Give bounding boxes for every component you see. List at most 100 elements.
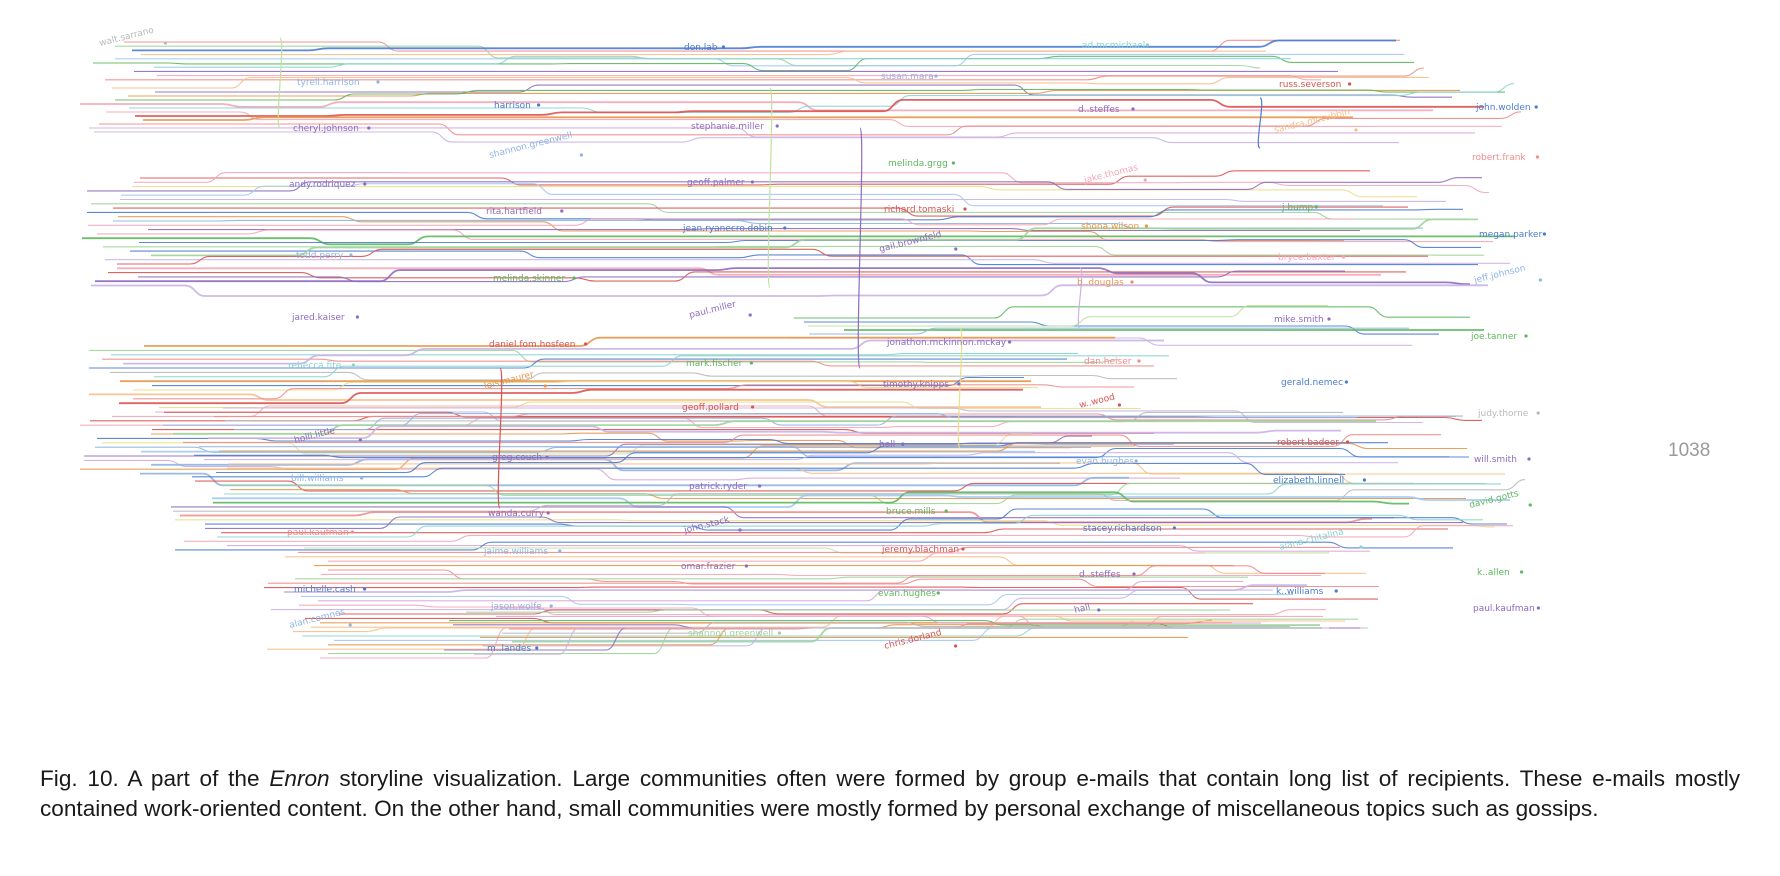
storyline-line — [95, 267, 1470, 285]
storyline-line — [192, 462, 1345, 478]
character-marker — [350, 530, 354, 534]
storyline-line — [123, 339, 1164, 365]
character-marker — [1334, 589, 1338, 593]
character-label: sandra.mccubbin — [1273, 107, 1351, 136]
character-label: melinda.skinner — [493, 274, 565, 284]
storyline-line — [444, 627, 1272, 651]
character-marker — [1172, 526, 1176, 530]
storyline-line — [130, 250, 1478, 266]
character-marker — [1144, 224, 1148, 228]
storyline-line — [84, 459, 1180, 481]
figure-caption: Fig. 10. A part of the Enron storyline v… — [40, 764, 1740, 824]
character-label: ad.mcmichael — [1082, 41, 1145, 51]
character-label: gerald.nemec — [1281, 378, 1343, 388]
storyline-line — [89, 393, 1041, 408]
storyline-line — [99, 111, 1522, 136]
character-label: paul.kaufman — [287, 528, 349, 538]
storyline-line — [94, 131, 1399, 144]
storyline-line — [117, 267, 1381, 276]
storyline-line — [221, 483, 1486, 505]
storyline-line — [264, 586, 1378, 600]
storyline-line — [183, 434, 1441, 447]
character-label: k..williams — [1276, 587, 1324, 597]
character-marker — [549, 604, 553, 608]
character-marker — [1145, 43, 1149, 47]
storyline-line — [87, 208, 1463, 221]
storyline-line — [808, 304, 1328, 327]
character-marker — [775, 124, 779, 128]
character-label: melinda.grgg — [888, 159, 948, 169]
character-marker — [572, 276, 576, 280]
character-marker — [1132, 572, 1136, 576]
character-label: shannon.greenwell — [688, 629, 773, 639]
storyline-canvas: walt.sarranotyrell.harrisonharrisonsteph… — [80, 28, 1546, 659]
storyline-line — [213, 491, 1409, 505]
character-marker — [360, 476, 364, 480]
character-marker — [367, 126, 371, 130]
character-label: alana.chitalina — [1278, 527, 1344, 553]
character-marker — [363, 182, 367, 186]
character-marker — [358, 438, 362, 442]
character-label: john.wolden — [1475, 103, 1531, 113]
storyline-line — [334, 627, 1266, 641]
character-marker — [1344, 380, 1348, 384]
storyline-line — [204, 452, 1398, 464]
character-marker — [1536, 606, 1540, 610]
character-label: mike.smith — [1274, 315, 1324, 325]
character-label: mark.fischer — [686, 359, 743, 369]
frame-number: 1038 — [1668, 440, 1711, 461]
storyline-line — [108, 271, 1406, 282]
storyline-line — [117, 248, 1428, 265]
character-label: d..steffes — [1078, 105, 1120, 115]
character-marker — [1348, 82, 1352, 86]
character-label: jaime.williams — [483, 547, 548, 557]
storyline-line — [321, 573, 1321, 577]
character-label: jared.kaiser — [291, 313, 345, 323]
storyline-line — [80, 417, 1124, 429]
caption-dataset-name: Enron — [269, 766, 330, 791]
character-label: andy.rodriquez — [289, 180, 356, 190]
character-marker — [1346, 440, 1350, 444]
character-marker — [744, 564, 749, 568]
storyline-line — [112, 405, 1151, 417]
storyline-line — [110, 371, 1177, 381]
storyline-lines — [80, 37, 1526, 659]
storyline-line — [138, 270, 1345, 283]
character-label: d..steffes — [1079, 570, 1121, 580]
storyline-line — [173, 479, 1526, 512]
character-marker — [750, 180, 755, 184]
character-label: m..landes — [487, 644, 531, 654]
storyline-line — [221, 528, 1448, 534]
character-label: dan.heiser — [1084, 357, 1132, 367]
storyline-line — [302, 627, 1368, 637]
storyline-line — [133, 384, 1134, 400]
character-label: elizabeth.linnell — [1273, 476, 1344, 486]
storyline-line — [132, 39, 1396, 52]
character-label: jason.wolfe — [490, 602, 542, 612]
character-label: greg.couch — [492, 453, 542, 463]
character-label: rebecca.fite — [288, 361, 342, 371]
storyline-line — [154, 55, 1291, 68]
character-marker — [783, 226, 787, 230]
character-marker — [163, 41, 167, 45]
storyline-line — [105, 67, 1425, 81]
character-label: todd.perry — [296, 251, 344, 261]
storyline-line — [318, 580, 1243, 602]
character-marker — [901, 442, 905, 446]
storyline-line — [173, 420, 1376, 435]
storyline-line — [268, 565, 1325, 584]
character-marker — [961, 547, 965, 551]
storyline-transition — [957, 327, 963, 449]
character-label: hall — [879, 440, 895, 450]
character-label: bill.williams — [291, 474, 344, 484]
storyline-line — [134, 172, 1489, 194]
storyline-line — [227, 545, 1370, 552]
storyline-line — [121, 183, 1383, 207]
storyline-line — [208, 425, 1341, 439]
storyline-line — [140, 170, 1370, 186]
storyline-line — [794, 306, 1470, 319]
character-label: judy.thorne — [1477, 409, 1529, 419]
character-marker — [751, 405, 755, 409]
character-marker — [1527, 457, 1531, 461]
character-marker — [545, 455, 549, 459]
